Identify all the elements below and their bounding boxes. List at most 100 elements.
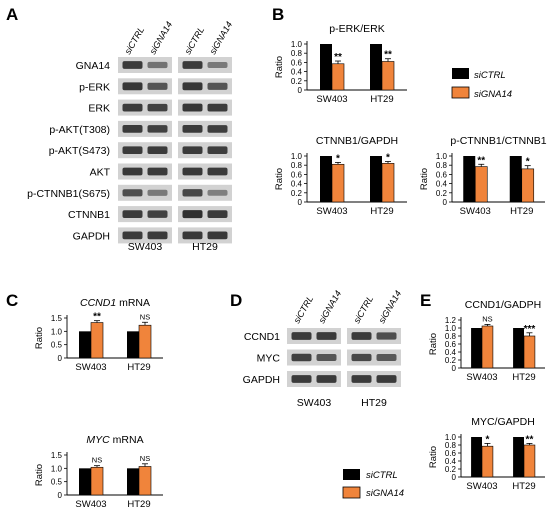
y-tick-label: 1.0 bbox=[291, 152, 303, 161]
bar-sictrl bbox=[370, 44, 382, 90]
protein-label: CTNNB1 bbox=[68, 209, 110, 221]
blot-band bbox=[147, 103, 168, 112]
blot-strip bbox=[118, 78, 172, 95]
blot-strip bbox=[178, 78, 232, 95]
blot-band bbox=[182, 231, 203, 240]
y-tick-label: 0.5 bbox=[51, 341, 63, 350]
significance-label: ** bbox=[384, 50, 392, 61]
chart-ccnd1-mrna: CCND1 mRNA 0 0.5 1.0 1.5 Ratio SW403 ** HT29 NS bbox=[34, 297, 163, 373]
legend-swatch-sictrl bbox=[452, 68, 469, 79]
significance-label: ** bbox=[93, 312, 101, 323]
protein-label: p-AKT(T308) bbox=[49, 124, 110, 136]
blot-band bbox=[207, 167, 228, 176]
y-tick-label: 0.8 bbox=[291, 49, 303, 58]
y-tick-label: 0 bbox=[452, 473, 457, 482]
bar-signa14 bbox=[481, 325, 494, 369]
y-tick-label: 0 bbox=[298, 86, 303, 95]
bar-sictrl bbox=[509, 156, 522, 202]
blot-band bbox=[122, 189, 143, 197]
legend-label-signa14: siGNA14 bbox=[474, 89, 512, 100]
significance-label: * bbox=[336, 153, 340, 164]
bar-charts: p-ERK/ERK00.20.40.60.81.0RatioSW403**HT2… bbox=[34, 23, 547, 510]
blot-band bbox=[122, 231, 143, 240]
y-tick-label: 0.6 bbox=[445, 340, 457, 349]
blot-band bbox=[376, 332, 397, 340]
y-tick-label: 1.2 bbox=[445, 316, 457, 325]
blot-band bbox=[122, 82, 143, 91]
bar-signa14 bbox=[523, 444, 536, 478]
blot-band bbox=[207, 189, 228, 196]
blot-band bbox=[122, 61, 143, 69]
blot-band bbox=[122, 103, 143, 112]
blot-band bbox=[291, 353, 312, 362]
bar-sictrl bbox=[370, 156, 382, 202]
chart-p-ctnnb1-ctnnb1: p-CTNNB1/CTNNB1 00.20.40.60.81.0 Ratio SW40… bbox=[419, 135, 547, 217]
bar-signa14 bbox=[138, 324, 152, 359]
blot-band bbox=[147, 146, 168, 155]
chart-ctnnb1-gapdh: CTNNB1/GAPDH 00.20.40.60.81.0 Ratio SW403 * H… bbox=[274, 135, 407, 217]
blot-band bbox=[376, 375, 397, 383]
x-tick-label: SW403 bbox=[75, 499, 106, 510]
x-tick-label: HT29 bbox=[370, 206, 393, 217]
legend-label-signa14: siGNA14 bbox=[366, 488, 404, 499]
blot-band bbox=[291, 375, 312, 383]
legend-d: siCTRL siGNA14 bbox=[342, 469, 404, 499]
x-tick-label: HT29 bbox=[370, 94, 393, 105]
cell-line-label: HT29 bbox=[192, 241, 218, 253]
bar-signa14 bbox=[331, 163, 345, 203]
chart-title: CCND1 mRNA bbox=[80, 297, 150, 309]
western-blot-d: siCTRL siGNA14 siCTRL siGNA14CCND1MYCGAPDHS… bbox=[243, 289, 404, 409]
significance-label: *** bbox=[524, 324, 536, 335]
y-tick-label: 0.4 bbox=[445, 457, 457, 466]
lane-label: siGNA14 bbox=[148, 20, 175, 56]
y-tick-label: 0.8 bbox=[436, 161, 448, 170]
lane-label: siCTRL bbox=[352, 294, 376, 325]
chart-title: p-ERK/ERK bbox=[329, 23, 384, 35]
y-axis-label: Ratio bbox=[428, 446, 439, 468]
panel-label-b: B bbox=[272, 5, 284, 24]
bar-sictrl bbox=[513, 328, 524, 368]
x-tick-label: HT29 bbox=[127, 362, 150, 373]
bar-signa14 bbox=[381, 61, 395, 91]
blot-band bbox=[291, 332, 312, 340]
blot-strip bbox=[178, 227, 232, 244]
bar-sictrl bbox=[320, 156, 332, 202]
blot-strip bbox=[178, 120, 232, 137]
blot-band bbox=[316, 375, 337, 383]
blot-band bbox=[182, 82, 203, 91]
y-axis-label: Ratio bbox=[274, 168, 285, 190]
blot-band bbox=[207, 125, 228, 133]
bar-sictrl bbox=[471, 328, 482, 368]
protein-label: GAPDH bbox=[73, 230, 110, 242]
blot-band bbox=[147, 231, 168, 240]
blot-strip bbox=[118, 142, 172, 159]
chart-title: CCND1/GADPH bbox=[465, 299, 541, 311]
y-axis-label: Ratio bbox=[419, 168, 430, 190]
blot-band bbox=[182, 103, 203, 112]
significance-label: ** bbox=[526, 434, 534, 445]
panel-label-e: E bbox=[420, 291, 431, 310]
protein-label: GAPDH bbox=[243, 374, 280, 386]
blot-strip bbox=[178, 184, 232, 201]
blot-band bbox=[207, 82, 228, 90]
x-tick-label: SW403 bbox=[75, 362, 106, 373]
blot-band bbox=[207, 103, 228, 112]
y-tick-label: 0.8 bbox=[445, 441, 457, 450]
y-tick-label: 0.6 bbox=[445, 449, 457, 458]
chart-title: p-CTNNB1/CTNNB1 bbox=[450, 135, 546, 147]
blot-strip bbox=[178, 142, 232, 159]
y-tick-label: 1.5 bbox=[51, 451, 63, 460]
legend-b: siCTRL siGNA14 bbox=[451, 68, 512, 100]
bar-signa14 bbox=[521, 168, 535, 203]
bar-sictrl bbox=[127, 331, 139, 358]
bar-signa14 bbox=[481, 445, 494, 478]
significance-label: ** bbox=[477, 155, 485, 166]
blot-band bbox=[147, 82, 168, 90]
lane-label: siGNA14 bbox=[377, 289, 404, 325]
y-tick-label: 1.5 bbox=[51, 314, 63, 323]
bar-signa14 bbox=[90, 466, 104, 496]
lane-label: siCTRL bbox=[183, 25, 207, 56]
panel-label-a: A bbox=[6, 5, 18, 24]
y-tick-label: 0.2 bbox=[445, 356, 457, 365]
